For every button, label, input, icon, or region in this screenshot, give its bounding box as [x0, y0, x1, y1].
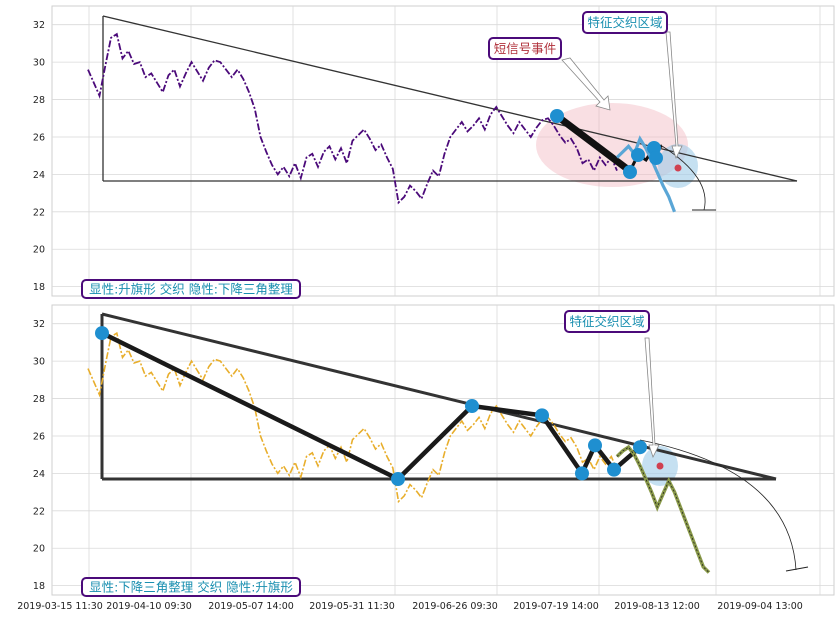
top-pivot-point-4 [649, 151, 663, 165]
short-signal-arrow [561, 57, 611, 111]
top-pattern-label-text: 显性:升旗形 交织 隐性:下降三角整理 [89, 282, 293, 297]
top-price-series [87, 32, 618, 205]
bottom-forecast-bracket [785, 566, 809, 572]
feature-zone-arrow-bottom [644, 337, 660, 459]
y-tick-label: 18 [33, 581, 45, 592]
x-tick-label: 2019-08-13 12:00 [614, 601, 700, 612]
bottom-target-marker [656, 462, 664, 470]
bottom-pivot-point-7 [633, 440, 647, 455]
bottom-series-group [87, 326, 809, 574]
x-tick-label: 2019-04-10 09:30 [106, 601, 192, 612]
bottom-pivot-point-1 [391, 472, 405, 486]
feature-zone-label-top-box [582, 11, 668, 34]
y-tick-label: 20 [33, 245, 45, 256]
bottom-price-series [87, 331, 618, 504]
flag-pole [553, 112, 634, 175]
y-tick-label: 26 [33, 132, 45, 143]
feature-zone-label-bottom-box [564, 310, 650, 333]
y-tick-label: 30 [33, 357, 45, 368]
bottom-plot-area [51, 304, 835, 596]
top-target-marker [674, 164, 682, 172]
top-pivot-point-2 [631, 148, 645, 162]
top-y-tick-labels: 18 20 22 24 26 28 30 32 [33, 20, 45, 293]
y-tick-label: 32 [33, 20, 45, 31]
bottom-pattern-label-text: 显性:下降三角整理 交织 隐性:升旗形 [89, 580, 293, 595]
feature-zone-arrow-top [665, 31, 683, 160]
y-tick-label: 18 [33, 282, 45, 293]
y-tick-label: 24 [33, 469, 45, 480]
top-grid [52, 6, 834, 296]
top-pivot-point-1 [623, 165, 637, 179]
bottom-y-tick-labels: 18 20 22 24 26 28 30 32 [33, 319, 45, 592]
short-signal-label-box [488, 37, 562, 60]
bottom-forecast-arc [639, 439, 797, 571]
top-pattern-label-box [81, 279, 301, 299]
x-tick-label: 2019-07-19 14:00 [513, 601, 599, 612]
bottom-pivot-point-5 [588, 438, 602, 453]
top-series-group [87, 32, 716, 213]
top-forecast-arc [661, 145, 706, 211]
y-tick-label: 28 [33, 95, 45, 106]
bottom-pivot-point-2 [465, 399, 479, 414]
top-pivot-point-0 [550, 109, 564, 123]
bottom-pivot-point-3 [535, 408, 549, 423]
top-plot-area [51, 5, 835, 297]
y-tick-label: 22 [33, 506, 45, 517]
bottom-pivot-point-6 [607, 462, 621, 477]
x-tick-label: 2019-05-31 11:30 [309, 601, 395, 612]
top-forecast-series [615, 135, 676, 213]
y-tick-label: 30 [33, 58, 45, 69]
bottom-triangle-resistance [101, 312, 777, 481]
x-tick-label: 2019-03-15 11:30 [17, 601, 103, 612]
x-tick-label: 2019-05-07 14:00 [208, 601, 294, 612]
feature-zone-label-top-text: 特征交织区域 [587, 15, 662, 30]
y-tick-label: 22 [33, 207, 45, 218]
bottom-pattern-label-box [81, 577, 301, 597]
feature-zone-label-bottom-text: 特征交织区域 [569, 314, 644, 329]
y-tick-label: 24 [33, 170, 45, 181]
y-tick-label: 32 [33, 319, 45, 330]
short-signal-label-text: 短信号事件 [494, 41, 557, 56]
x-tick-label: 2019-06-26 09:30 [412, 601, 498, 612]
x-tick-label: 2019-09-04 13:00 [717, 601, 803, 612]
top-pattern-shapes [102, 15, 798, 188]
y-tick-label: 26 [33, 431, 45, 442]
y-tick-label: 20 [33, 544, 45, 555]
x-tick-labels: 2019-03-15 11:30 2019-04-10 09:30 2019-05-… [17, 601, 803, 612]
triangle-resistance-line [102, 15, 798, 182]
bottom-forecast-dotted [616, 446, 710, 573]
bottom-pivot-point-4 [575, 466, 589, 481]
y-tick-label: 28 [33, 394, 45, 405]
short-signal-highlight [536, 103, 688, 187]
bottom-pivot-point-0 [95, 326, 109, 341]
